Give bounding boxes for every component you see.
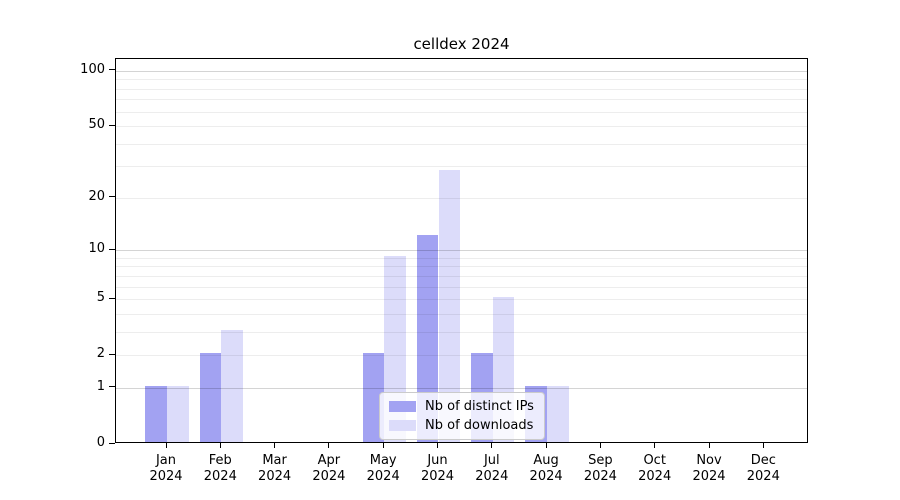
bar-distinct-ips-feb (199, 353, 222, 442)
y-tick-label: 0 (96, 435, 105, 450)
x-tick-label-apr: Apr 2024 (312, 453, 346, 484)
y-tick-label: 2 (96, 346, 105, 362)
x-tick-label-jul: Jul 2024 (475, 453, 509, 484)
x-tick-label-nov: Nov 2024 (692, 453, 726, 484)
y-tick (109, 353, 115, 355)
y-tick-label: 5 (96, 290, 105, 306)
bar-downloads-jun (438, 169, 461, 442)
x-tick-label-dec: Dec 2024 (746, 453, 780, 484)
bar-downloads-feb (221, 329, 243, 442)
x-tick-label-oct: Oct 2024 (638, 453, 672, 484)
bar-distinct-ips-jan (145, 385, 167, 442)
bar-distinct-ips-may (362, 353, 385, 442)
x-tick-label-aug: Aug 2024 (529, 453, 563, 484)
legend-swatch-downloads (389, 420, 416, 431)
x-tick-label-sep: Sep 2024 (583, 453, 617, 484)
y-tick-label: 50 (88, 117, 105, 133)
x-tick (708, 443, 710, 448)
legend: Nb of distinct IPs Nb of downloads (379, 392, 545, 440)
legend-label-downloads: Nb of downloads (425, 418, 534, 433)
bar-distinct-ips-jun (416, 234, 439, 442)
chart-title: celldex 2024 (413, 35, 510, 53)
legend-swatch-distinct-ips (389, 401, 416, 412)
x-tick-label-may: May 2024 (366, 453, 400, 484)
x-tick-label-jan: Jan 2024 (149, 453, 183, 484)
bar-downloads-jan (167, 385, 189, 442)
legend-label-distinct-ips: Nb of distinct IPs (425, 399, 534, 414)
y-tick (109, 196, 115, 198)
x-tick-label-jun: Jun 2024 (420, 453, 455, 484)
x-tick (382, 443, 384, 448)
x-tick (762, 443, 764, 448)
y-tick (109, 248, 115, 250)
x-tick (599, 443, 601, 448)
bar-downloads-aug (547, 385, 569, 442)
x-tick (219, 443, 221, 448)
x-tick (165, 443, 167, 448)
legend-row-distinct-ips: Nb of distinct IPs (389, 399, 534, 414)
y-tick-label: 10 (88, 241, 105, 257)
y-tick (109, 442, 115, 444)
y-tick-label: 20 (88, 188, 105, 204)
x-tick-label-mar: Mar 2024 (258, 453, 292, 484)
bars-layer (116, 59, 807, 442)
legend-row-downloads: Nb of downloads (389, 418, 534, 433)
y-tick (109, 69, 115, 71)
x-tick (274, 443, 276, 448)
y-tick (109, 386, 115, 388)
y-tick-label: 1 (96, 378, 105, 394)
y-tick (109, 297, 115, 299)
x-tick (491, 443, 493, 448)
x-tick (545, 443, 547, 448)
plot-area: Nb of distinct IPs Nb of downloads (115, 58, 808, 443)
y-tick (109, 124, 115, 126)
y-tick-label: 100 (80, 61, 105, 77)
x-tick (654, 443, 656, 448)
x-tick-label-feb: Feb 2024 (203, 453, 237, 484)
x-tick (328, 443, 330, 448)
x-tick (437, 443, 438, 448)
